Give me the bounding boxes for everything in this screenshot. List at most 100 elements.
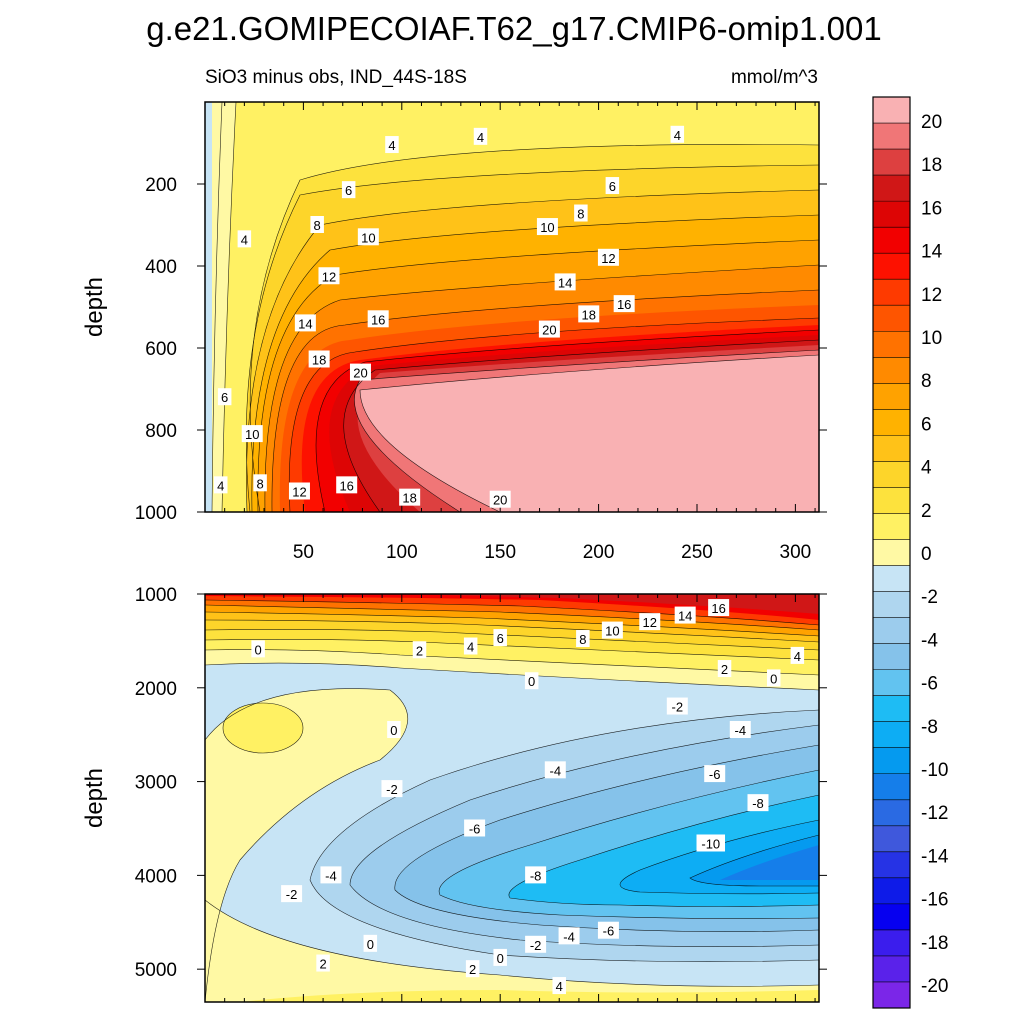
contour-label: -2	[381, 780, 403, 798]
contour-label-box	[213, 476, 228, 494]
contour-label-text: 6	[221, 390, 228, 405]
colorbar-bin	[873, 149, 910, 176]
contour-label: 4	[473, 127, 488, 145]
colorbar-bin	[873, 513, 910, 540]
x-tick-label: 150	[484, 542, 516, 563]
contour-label-text: -4	[550, 763, 562, 778]
contour-label-text: -6	[603, 924, 615, 939]
contour-label-text: 0	[255, 642, 262, 657]
contour-label: 12	[597, 248, 619, 266]
contour-label: 8	[574, 204, 588, 222]
contour-label: 0	[766, 669, 781, 687]
contour-label-box	[576, 630, 590, 648]
x-tick-label: 300	[780, 542, 812, 563]
contour-label-box	[525, 866, 547, 884]
colorbar-label: 18	[921, 155, 942, 176]
contour-label: 4	[552, 977, 566, 995]
colorbar-bin	[873, 123, 910, 150]
colorbar-bin	[873, 695, 910, 722]
contour-label-box	[357, 228, 379, 246]
contour-label-box	[412, 641, 427, 659]
colorbar: 20181614121086420-2-4-6-8-10-12-14-16-18…	[872, 96, 949, 1009]
colorbar-bin	[873, 617, 910, 644]
contour-label: -4	[729, 721, 751, 738]
contour-label: -8	[747, 794, 769, 812]
colorbar-bin	[873, 279, 910, 306]
contour-label: 6	[605, 177, 620, 195]
colorbar-bin	[873, 903, 910, 931]
contour-label-box	[525, 935, 547, 953]
contour-label-text: 4	[241, 232, 248, 247]
contour-label: 12	[639, 613, 661, 631]
contour-label-box	[601, 621, 623, 639]
contour-label-text: 10	[605, 624, 619, 639]
contour-label: 20	[489, 490, 511, 508]
contour-label-text: -2	[530, 938, 542, 953]
top-panel-field	[205, 102, 819, 512]
contour-label: -6	[464, 819, 486, 837]
colorbar-label: -8	[921, 717, 938, 738]
top-panel-contour-labels: 4 4 4 6 6 4 8 8 10 10 12 12 14 14 16 16 18 20 18 20 6 10 4 8 12 1…	[213, 125, 685, 508]
colorbar-bin	[873, 331, 910, 358]
top-panel-subtitle: SiO3 minus obs, IND_44S-18S	[205, 67, 467, 88]
contour-label-text: 14	[678, 609, 692, 624]
x-tick-label: 250	[681, 542, 713, 563]
contour-label-box	[554, 273, 576, 291]
contour-label-text: 2	[416, 643, 423, 658]
contour-label-box	[465, 960, 480, 978]
colorbar-bin	[873, 201, 910, 228]
contour-label-text: 6	[345, 183, 352, 198]
contour-label-box	[536, 218, 558, 236]
contour-label-box	[464, 819, 486, 837]
colorbar-bin	[873, 851, 910, 879]
colorbar-bin	[873, 487, 910, 514]
colorbar-bin	[873, 97, 910, 124]
contour-label-box	[717, 660, 732, 678]
contour-label-text: -4	[563, 929, 575, 944]
contour-label: 2	[465, 960, 480, 978]
y-tick-label: 3000	[135, 773, 177, 794]
contour-label-text: 6	[497, 631, 504, 646]
colorbar-label: 20	[921, 112, 942, 133]
contour-label: 4	[670, 125, 685, 143]
x-tick-label: 100	[386, 542, 418, 563]
colorbar-bin	[873, 773, 910, 801]
contour-label-text: 16	[617, 297, 631, 312]
contour-label: 0	[363, 934, 378, 952]
contour-label: 14	[554, 273, 576, 291]
y-tick-label: 800	[145, 421, 177, 442]
colorbar-bin	[873, 357, 910, 384]
bottom-panel-field	[205, 594, 819, 1002]
contour-label: 16	[336, 476, 358, 494]
contour-label-text: 2	[721, 662, 728, 677]
contour-label: -4	[558, 927, 580, 945]
contour-label: 2	[717, 660, 732, 678]
contour-label-text: 0	[770, 671, 777, 686]
contour-label-text: 16	[339, 478, 353, 493]
contour-label-box	[747, 794, 769, 812]
colorbar-bin	[873, 643, 910, 670]
contour-label-box	[493, 629, 507, 647]
contour-label-text: 4	[217, 478, 224, 493]
top-panel-ticks: 50 100 150 200 250 300 200 400 600 800 1000	[135, 102, 827, 563]
contour-label-box	[385, 136, 399, 154]
contour-label-text: -2	[386, 782, 398, 797]
contour-label-text: 10	[540, 220, 554, 235]
contour-label-text: 4	[477, 130, 484, 145]
colorbar-bin	[873, 825, 910, 853]
contour-label: 12	[288, 482, 310, 500]
contour-label: -4	[320, 866, 342, 884]
contour-label-text: 12	[322, 269, 336, 284]
contour-label-text: 8	[577, 207, 584, 222]
contour-label-text: 2	[469, 962, 476, 977]
contour-label-box	[281, 885, 303, 903]
colorbar-bin	[873, 253, 910, 280]
y-tick-label: 1000	[135, 503, 177, 524]
contour-label-text: 18	[582, 307, 596, 322]
contour-label: 6	[493, 629, 507, 647]
contour-label-text: 2	[319, 957, 326, 972]
contour-label: -10	[696, 834, 726, 852]
contour-label: 20	[349, 363, 371, 381]
